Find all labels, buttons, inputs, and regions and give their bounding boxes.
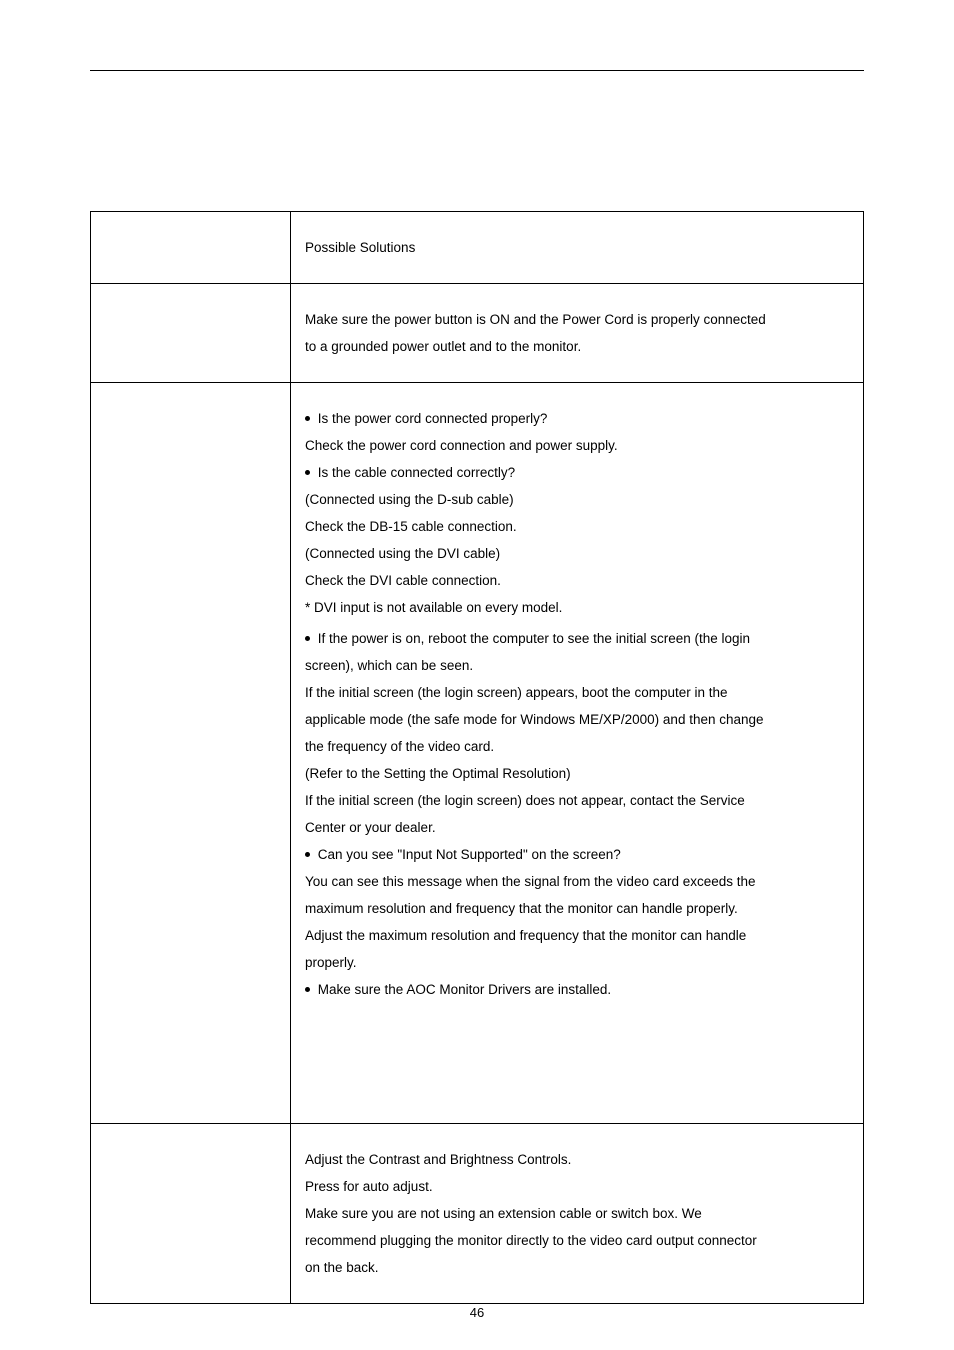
text-line: Center or your dealer.	[305, 814, 849, 841]
text-line: If the initial screen (the login screen)…	[305, 679, 849, 706]
text-line: You can see this message when the signal…	[305, 868, 849, 895]
bullet-item: Make sure the AOC Monitor Drivers are in…	[305, 976, 849, 1003]
header-horizontal-rule	[90, 70, 864, 71]
text-line: Is the power cord connected properly?	[318, 411, 548, 426]
text-line: screen), which can be seen.	[305, 652, 849, 679]
text-line: If the power is on, reboot the computer …	[318, 631, 750, 646]
text-line: Make sure the power button is ON and the…	[305, 306, 849, 333]
text-line: Make sure you are not using an extension…	[305, 1200, 849, 1227]
table-cell-left	[91, 212, 291, 284]
bullet-icon	[305, 416, 310, 421]
table-cell-right: Is the power cord connected properly? Ch…	[291, 383, 864, 1124]
table-row: Is the power cord connected properly? Ch…	[91, 383, 864, 1124]
bullet-item: Is the power cord connected properly?	[305, 405, 849, 432]
bullet-icon	[305, 987, 310, 992]
bullet-item: Is the cable connected correctly?	[305, 459, 849, 486]
bullet-icon	[305, 636, 310, 641]
text-line: maximum resolution and frequency that th…	[305, 895, 849, 922]
text-line: Check the power cord connection and powe…	[305, 432, 849, 459]
page-number: 46	[0, 1305, 954, 1320]
text-line: on the back.	[305, 1254, 849, 1281]
text-line: * DVI input is not available on every mo…	[305, 594, 849, 621]
text-line: (Connected using the D-sub cable)	[305, 486, 849, 513]
document-page: Possible Solutions Make sure the power b…	[0, 0, 954, 1350]
text-line: (Refer to the Setting the Optimal Resolu…	[305, 760, 849, 787]
table-row: Possible Solutions	[91, 212, 864, 284]
text-line: Adjust the Contrast and Brightness Contr…	[305, 1146, 849, 1173]
table-cell-right: Adjust the Contrast and Brightness Contr…	[291, 1124, 864, 1304]
text-line: Make sure the AOC Monitor Drivers are in…	[318, 982, 611, 997]
text-line: recommend plugging the monitor directly …	[305, 1227, 849, 1254]
table-cell-right: Possible Solutions	[291, 212, 864, 284]
table-cell-left	[91, 284, 291, 383]
table-row: Make sure the power button is ON and the…	[91, 284, 864, 383]
bullet-icon	[305, 470, 310, 475]
table-cell-left	[91, 1124, 291, 1304]
text-line: If the initial screen (the login screen)…	[305, 787, 849, 814]
bullet-item: Can you see "Input Not Supported" on the…	[305, 841, 849, 868]
table-cell-right: Make sure the power button is ON and the…	[291, 284, 864, 383]
bullet-icon	[305, 852, 310, 857]
column-header: Possible Solutions	[305, 240, 415, 255]
text-line: (Connected using the DVI cable)	[305, 540, 849, 567]
table-row: Adjust the Contrast and Brightness Contr…	[91, 1124, 864, 1304]
text-line: Check the DVI cable connection.	[305, 567, 849, 594]
text-line: Adjust the maximum resolution and freque…	[305, 922, 849, 949]
text-line: properly.	[305, 949, 849, 976]
text-line: Is the cable connected correctly?	[318, 465, 515, 480]
text-line: the frequency of the video card.	[305, 733, 849, 760]
text-line: Press for auto adjust.	[305, 1173, 849, 1200]
text-line: Check the DB-15 cable connection.	[305, 513, 849, 540]
text-line: applicable mode (the safe mode for Windo…	[305, 706, 849, 733]
text-line: to a grounded power outlet and to the mo…	[305, 333, 849, 360]
troubleshooting-table: Possible Solutions Make sure the power b…	[90, 211, 864, 1304]
text-line: Can you see "Input Not Supported" on the…	[318, 847, 621, 862]
bullet-item: If the power is on, reboot the computer …	[305, 625, 849, 652]
table-cell-left	[91, 383, 291, 1124]
